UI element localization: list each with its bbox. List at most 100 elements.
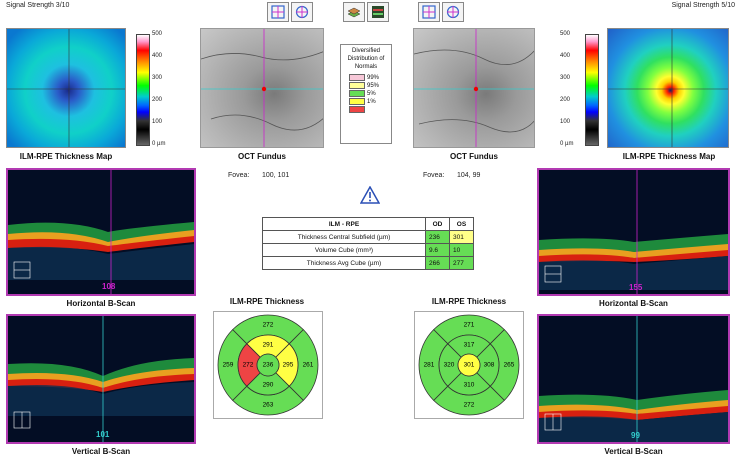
table-row: Volume Cube (mm³) 9.6 10 [262,243,474,257]
colorbar-od [136,34,150,146]
bscan-number-od-h: 108 [102,282,116,291]
ilm-rpe-table: ILM - RPE OD OS Thickness Central Subfie… [262,217,474,270]
vertical-bscan-od[interactable]: 101 [6,314,196,444]
inner-superior-value: 317 [464,342,475,349]
colorbar-tick-label: 300 [152,75,163,81]
thickness-map-caption-os: ILM-RPE Thickness Map [622,152,716,161]
legend-label: 1% [367,98,376,105]
table-cell-os: 301 [449,230,474,244]
legend-label: 95% [367,82,380,89]
bscan-os-v-image [539,316,728,442]
horizontal-bscan-os[interactable]: 155 [537,168,730,296]
table-cell-od: 266 [425,256,450,270]
layers-icon [347,7,361,18]
vertical-bscan-caption-os: Vertical B-Scan [604,447,663,456]
colorbar-tick-label: 100 [560,119,571,125]
thickness-map-os[interactable] [607,28,729,148]
table-cell-label: Thickness Central Subfield (µm) [262,230,426,244]
legend-swatch [349,106,365,113]
legend-swatch [349,90,365,97]
colorbar-tick-label: 300 [560,75,571,81]
signal-strength-right: Signal Strength 5/10 [671,2,735,9]
colorbar-tick-label: 0 µm [560,141,574,147]
slab-icon [372,6,384,18]
colorbar-tick-label: 400 [152,53,163,59]
table-cell-os: 10 [449,243,474,257]
outer-inferior-value: 272 [464,402,475,409]
etdrs-grid-os[interactable]: 271 272 281 265 317 310 320 308 301 [414,311,524,419]
warning-icon[interactable] [359,185,381,209]
colorbar-tick-label: 100 [152,119,163,125]
circle-overlay-button-os[interactable] [442,2,464,22]
grid-overlay-button-os[interactable] [418,2,440,22]
legend-label: 99% [367,74,380,81]
oct-fundus-od[interactable] [200,28,324,148]
legend-item: 99% [349,74,391,81]
oct-fundus-os[interactable] [413,28,535,148]
inner-temporal-value: 272 [243,362,254,369]
colorbar-tick-label: 500 [152,31,163,37]
fovea-label-od: Fovea: [228,172,250,179]
table-cell-od: 9.6 [425,243,450,257]
thickness-map-os-crosshair [608,29,728,147]
legend-swatch [349,74,365,81]
fundus-od-overlay [201,29,323,147]
table-cell-os: 277 [449,256,474,270]
ilm-rpe-thickness-caption-os: ILM-RPE Thickness [431,297,507,306]
fovea-label-os: Fovea: [423,172,445,179]
signal-strength-left: Signal Strength 3/10 [6,2,70,9]
bscan-od-h-image [8,170,194,294]
outer-inferior-value: 263 [263,402,274,409]
etdrs-grid-os-svg: 271 272 281 265 317 310 320 308 301 [418,314,520,416]
thickness-map-caption-od: ILM-RPE Thickness Map [19,152,113,161]
fovea-value-od: 100, 101 [262,172,290,179]
etdrs-grid-od[interactable]: 272 263 259 261 291 290 272 295 236 [213,311,323,419]
center-sector [256,353,280,377]
fundus-os-overlay [414,29,534,147]
inner-nasal-value: 308 [484,362,495,369]
bscan-od-v-image [8,316,194,442]
legend-item: 5% [349,90,391,97]
fovea-value-os: 104, 99 [457,172,481,179]
crosshair-circle-icon [446,5,460,19]
horizontal-bscan-caption-os: Horizontal B-Scan [599,299,668,308]
normals-legend: Diversified Distribution of Normals 99% 9… [340,44,392,144]
slab-view-button[interactable] [367,2,389,22]
outer-superior-value: 272 [263,322,274,329]
legend-title: Diversified Distribution of Normals [347,48,385,70]
vertical-bscan-caption-od: Vertical B-Scan [71,447,131,456]
inner-inferior-value: 310 [464,382,475,389]
thickness-map-od[interactable] [6,28,126,148]
inner-temporal-value: 320 [444,362,455,369]
center-value: 301 [464,362,475,369]
colorbar-tick-label: 400 [560,53,571,59]
outer-nasal-value: 261 [303,362,314,369]
legend-item [349,106,391,113]
legend-label: 5% [367,90,376,97]
table-cell-od: 236 [425,230,450,244]
inner-superior-value: 291 [263,342,274,349]
horizontal-bscan-od[interactable]: 108 [6,168,196,296]
outer-temporal-value: 259 [223,362,234,369]
legend-item: 95% [349,82,391,89]
bscan-number-os-v: 99 [631,431,640,440]
colorbar-tick-label: 200 [152,97,163,103]
grid-overlay-button[interactable] [267,2,289,22]
bscan-os-h-image [539,170,728,294]
outer-superior-value: 271 [464,322,475,329]
circle-overlay-button[interactable] [291,2,313,22]
table-header-os: OS [449,217,474,231]
table-row: Thickness Central Subfield (µm) 236 301 [262,230,474,244]
table-cell-label: Volume Cube (mm³) [262,243,426,257]
etdrs-grid-od-svg: 272 263 259 261 291 290 272 295 236 [217,314,319,416]
table-header-od: OD [425,217,450,231]
center-sector [457,353,481,377]
table-header-label: ILM - RPE [262,217,426,231]
thickness-map-od-crosshair [7,29,125,147]
legend-swatch [349,82,365,89]
layers-3d-button[interactable] [343,2,365,22]
oct-fundus-caption-os: OCT Fundus [450,152,498,161]
vertical-bscan-os[interactable]: 99 [537,314,730,444]
table-cell-label: Thickness Avg Cube (µm) [262,256,426,270]
table-row: Thickness Avg Cube (µm) 266 277 [262,256,474,270]
